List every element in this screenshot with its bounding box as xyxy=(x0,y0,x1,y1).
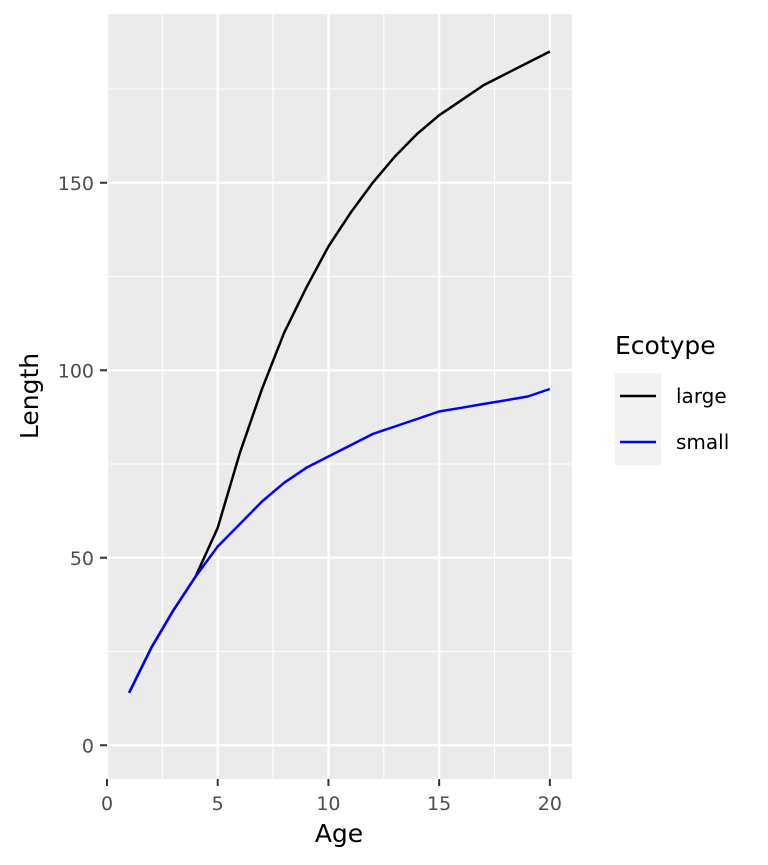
plot-panel xyxy=(107,14,572,779)
x-tick-label: 0 xyxy=(101,793,113,815)
y-axis-title: Length xyxy=(15,353,44,439)
y-axis: 0 50 100 150 xyxy=(58,173,107,757)
y-tick-label: 150 xyxy=(58,173,94,195)
y-tick-label: 0 xyxy=(82,735,94,757)
series-line-large xyxy=(127,50,551,694)
grid-major xyxy=(105,14,572,779)
series-lines xyxy=(127,50,551,694)
x-tick-label: 15 xyxy=(427,793,451,815)
y-tick-label: 50 xyxy=(70,548,94,570)
x-axis-title: Age xyxy=(315,819,363,848)
legend-label-large: large xyxy=(676,384,727,408)
x-tick-label: 5 xyxy=(212,793,224,815)
series-line-small xyxy=(127,387,551,694)
x-tick-label: 20 xyxy=(538,793,562,815)
legend-label-small: small xyxy=(676,430,729,454)
legend: Ecotype large small xyxy=(615,331,729,465)
x-axis: 0 5 10 15 20 xyxy=(101,779,562,815)
grid-minor xyxy=(107,14,572,779)
y-tick-label: 100 xyxy=(58,360,94,382)
legend-title: Ecotype xyxy=(615,331,716,360)
x-tick-label: 10 xyxy=(316,793,340,815)
